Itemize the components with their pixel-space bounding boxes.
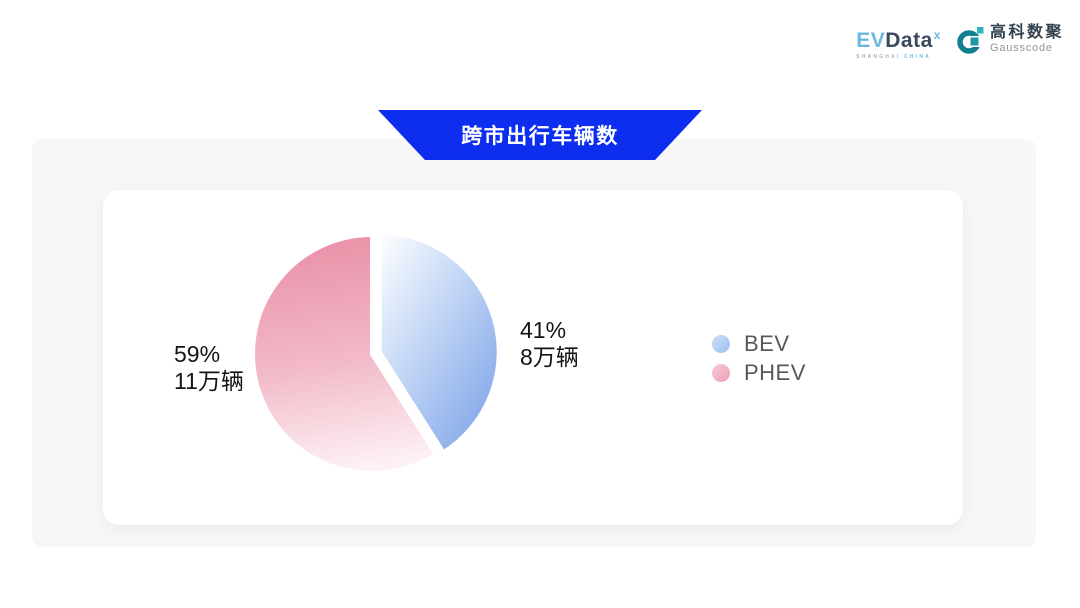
bev-count: 8万辆 [520, 344, 579, 370]
evdata-subtitle: SHANGHAI CHINA [856, 54, 931, 60]
section-title: 跨市出行车辆数 [461, 125, 619, 148]
bev-legend-label: BEV [744, 330, 790, 356]
legend-item-phev[interactable]: PHEV [712, 358, 806, 387]
gausscode-english-name: Gausscode [989, 42, 1053, 54]
phev-legend-dot [712, 363, 730, 382]
pie-slice-phev[interactable] [251, 233, 438, 475]
bev-percent: 41% [520, 317, 567, 343]
bev-legend-dot [712, 334, 730, 353]
gausscode-chinese-name: 高科数聚 [989, 24, 1064, 41]
gausscode-logo: 高科数聚 Gausscode [957, 24, 1064, 56]
gausscode-g-icon [957, 27, 985, 54]
section-title-banner: 跨市出行车辆数 [378, 110, 702, 160]
evdata-subtitle-china: CHINA [904, 54, 931, 60]
chart-legend: BEV PHEV [712, 329, 806, 387]
pie-slice-bev[interactable] [377, 230, 501, 455]
evdata-logo: EVDatax SHANGHAI CHINA [856, 24, 941, 60]
pie-chart [251, 230, 501, 475]
evdata-ev-text: EV [856, 29, 886, 52]
bev-slice-label: 41% 8万辆 [520, 317, 579, 371]
chart-card [103, 190, 963, 525]
phev-slice-label: 59% 11万辆 [174, 341, 244, 395]
evdata-data-text: Data [885, 29, 933, 52]
evdata-subtitle-shanghai: SHANGHAI [856, 54, 901, 60]
evdata-wordmark: EVDatax [856, 24, 941, 52]
gausscode-text: 高科数聚 Gausscode [990, 24, 1064, 55]
legend-item-bev[interactable]: BEV [712, 329, 806, 358]
phev-legend-label: PHEV [744, 359, 806, 385]
header-logos: EVDatax SHANGHAI CHINA 高科数聚 Gausscode [856, 24, 1064, 60]
phev-percent: 59% [174, 341, 221, 367]
evdata-x-superscript: x [933, 28, 941, 42]
phev-count: 11万辆 [174, 368, 244, 394]
